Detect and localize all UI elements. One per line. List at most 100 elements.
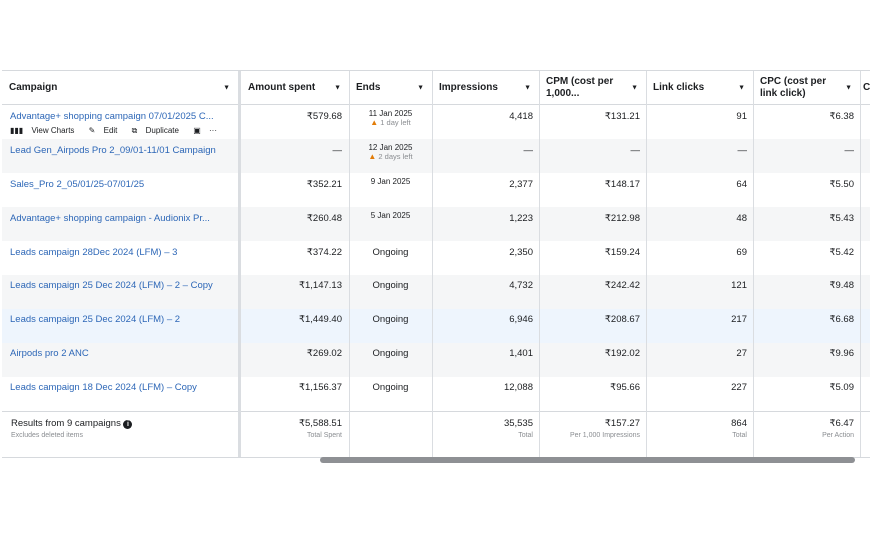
total-impressions: 35,535 Total [503, 418, 533, 439]
column-divider[interactable] [349, 71, 350, 457]
column-header-cpc[interactable]: CPC (cost per link click) ▼ [753, 71, 860, 105]
edit-button[interactable]: ✎ Edit [88, 126, 118, 135]
caret-down-icon[interactable]: ▼ [524, 84, 531, 91]
caret-down-icon[interactable]: ▼ [738, 84, 745, 91]
view-charts-button[interactable]: ▮▮▮ View Charts [10, 126, 75, 135]
cpm-value: ₹192.02 [604, 348, 640, 359]
link-clicks-value: 48 [736, 213, 747, 224]
cpc-value: ₹5.43 [829, 213, 854, 224]
campaigns-table: Campaign ▼ Amount spent ▼ Ends ▼ Impress… [2, 70, 870, 458]
link-clicks-value: 91 [736, 111, 747, 122]
amount-spent-value: ₹1,449.40 [298, 314, 342, 325]
campaign-name-link[interactable]: Lead Gen_Airpods Pro 2_09/01-11/01 Campa… [10, 145, 216, 156]
horizontal-scrollbar[interactable] [320, 457, 855, 463]
column-divider[interactable] [860, 71, 861, 457]
column-header-link-clicks[interactable]: Link clicks ▼ [646, 71, 753, 105]
impressions-value: 2,377 [509, 179, 533, 190]
duplicate-icon: ⧉ [131, 126, 138, 135]
table-row[interactable] [2, 343, 870, 377]
caret-down-icon[interactable]: ▼ [417, 84, 424, 91]
duplicate-button[interactable]: ⧉ Duplicate [131, 126, 179, 135]
column-header-amount-spent[interactable]: Amount spent ▼ [241, 71, 349, 105]
campaign-name-link[interactable]: Leads campaign 25 Dec 2024 (LFM) – 2 – C… [10, 280, 213, 291]
amount-spent-value: ₹260.48 [306, 213, 342, 224]
link-clicks-value: — [737, 145, 748, 156]
campaign-name-link[interactable]: Leads campaign 28Dec 2024 (LFM) – 3 [10, 247, 178, 258]
campaign-name-link[interactable]: Leads campaign 18 Dec 2024 (LFM) – Copy [10, 382, 197, 393]
caret-down-icon[interactable]: ▼ [845, 84, 852, 91]
more-button[interactable]: ··· [208, 126, 217, 135]
link-clicks-value: 121 [731, 280, 747, 291]
amount-spent-value: ₹352.21 [306, 179, 342, 190]
ends-value: 12 Jan 2025 ▲ 2 days left [368, 143, 413, 161]
column-header-next[interactable]: C [860, 71, 870, 105]
total-amount-spent: ₹5,588.51 Total Spent [298, 418, 342, 439]
table-row[interactable] [2, 275, 870, 309]
image-icon[interactable]: ▣ [193, 126, 201, 135]
caret-down-icon[interactable]: ▼ [334, 84, 341, 91]
table-row[interactable] [2, 309, 870, 343]
total-cpm: ₹157.27 Per 1,000 Impressions [569, 418, 640, 439]
ends-value: Ongoing [372, 314, 409, 325]
total-cpc: ₹6.47 Per Action [822, 418, 854, 439]
ends-value: Ongoing [372, 382, 409, 393]
ends-value: 11 Jan 2025 ▲ 1 day left [368, 109, 413, 127]
impressions-value: 1,223 [509, 213, 533, 224]
link-clicks-value: 27 [736, 348, 747, 359]
column-divider[interactable] [238, 71, 241, 457]
pencil-icon: ✎ [88, 126, 96, 135]
cpm-value: — [630, 145, 641, 156]
cpm-value: ₹131.21 [604, 111, 640, 122]
column-header-cpm[interactable]: CPM (cost per 1,000... ▼ [539, 71, 646, 105]
table-row[interactable] [2, 139, 870, 173]
campaign-name-link[interactable]: Leads campaign 25 Dec 2024 (LFM) – 2 [10, 314, 181, 325]
impressions-value: 2,350 [509, 247, 533, 258]
cpc-value: ₹9.48 [829, 280, 854, 291]
cpm-value: ₹95.66 [610, 382, 640, 393]
campaign-name-link[interactable]: Advantage+ shopping campaign - Audionix … [10, 213, 210, 224]
cpm-value: ₹148.17 [604, 179, 640, 190]
link-clicks-value: 227 [731, 382, 747, 393]
campaign-name-link[interactable]: Advantage+ shopping campaign 07/01/2025 … [10, 111, 214, 122]
warning-icon: ▲ [370, 118, 379, 127]
impressions-value: 6,946 [509, 314, 533, 325]
impressions-value: 4,732 [509, 280, 533, 291]
amount-spent-value: ₹374.22 [306, 247, 342, 258]
campaign-name-link[interactable]: Airpods pro 2 ANC [10, 348, 89, 359]
amount-spent-value: ₹579.68 [306, 111, 342, 122]
amount-spent-value: ₹1,156.37 [298, 382, 342, 393]
column-header-impressions[interactable]: Impressions ▼ [432, 71, 539, 105]
column-header-ends[interactable]: Ends ▼ [349, 71, 432, 105]
cpc-value: — [844, 145, 855, 156]
impressions-value: 12,088 [503, 382, 533, 393]
cpc-value: ₹6.38 [829, 111, 854, 122]
amount-spent-value: ₹1,147.13 [298, 280, 342, 291]
ends-value: Ongoing [372, 280, 409, 291]
row-actions: ▮▮▮ View Charts ✎ Edit ⧉ Duplicate ▣ ··· [10, 126, 223, 136]
campaign-name-link[interactable]: Sales_Pro 2_05/01/25-07/01/25 [10, 179, 145, 190]
column-divider[interactable] [539, 71, 540, 457]
link-clicks-value: 69 [736, 247, 747, 258]
cpc-value: ₹6.68 [829, 314, 854, 325]
ends-value: 9 Jan 2025 [370, 177, 411, 186]
link-clicks-value: 217 [731, 314, 747, 325]
column-divider[interactable] [646, 71, 647, 457]
column-divider[interactable] [753, 71, 754, 457]
ends-value: Ongoing [372, 348, 409, 359]
column-header-campaign[interactable]: Campaign ▼ [2, 71, 238, 105]
warning-icon: ▲ [368, 152, 377, 161]
column-divider[interactable] [432, 71, 433, 457]
info-icon[interactable]: i [123, 420, 133, 429]
cpc-value: ₹5.42 [829, 247, 854, 258]
cpm-value: ₹159.24 [604, 247, 640, 258]
ends-value: 5 Jan 2025 [370, 211, 411, 220]
table-row[interactable] [2, 207, 870, 241]
amount-spent-value: ₹269.02 [306, 348, 342, 359]
caret-down-icon[interactable]: ▼ [223, 84, 230, 91]
cpc-value: ₹5.09 [829, 382, 854, 393]
cpm-value: ₹212.98 [604, 213, 640, 224]
bar-chart-icon: ▮▮▮ [10, 126, 24, 135]
impressions-value: — [523, 145, 534, 156]
total-link-clicks: 864 Total [731, 418, 747, 439]
caret-down-icon[interactable]: ▼ [631, 84, 638, 91]
